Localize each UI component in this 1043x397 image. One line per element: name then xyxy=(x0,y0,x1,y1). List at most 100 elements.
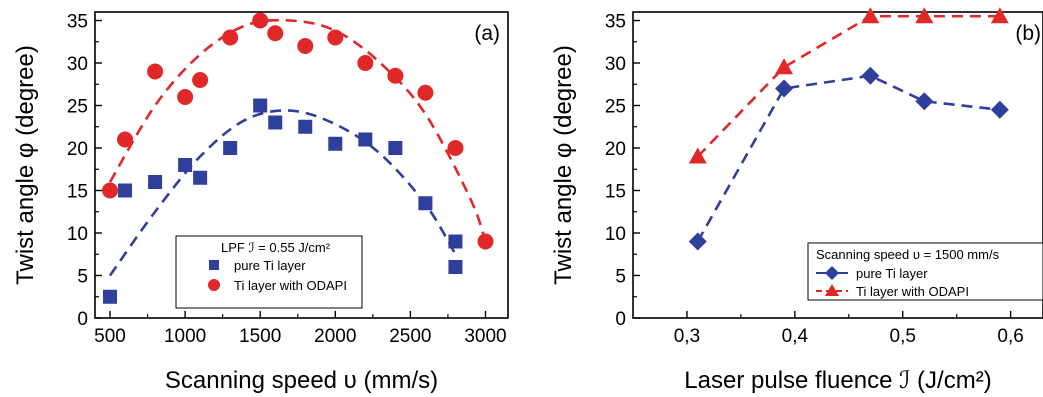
x-tick-label: 2000 xyxy=(314,326,356,347)
data-point-series-1 xyxy=(915,92,934,111)
data-point-series-2 xyxy=(688,147,707,164)
data-point-series-2 xyxy=(357,55,374,71)
data-point-series-1 xyxy=(388,141,403,155)
y-tick-label: 30 xyxy=(67,54,88,75)
panel-a-legend: LPF ℐ = 0.55 J/cm² pure Ti layer Ti layer… xyxy=(175,235,363,309)
data-point-series-1 xyxy=(118,183,133,198)
data-point-series-1 xyxy=(223,141,238,155)
panel-b-legend: Scanning speed υ = 1500 mm/s pure Ti lay… xyxy=(807,242,1043,301)
y-tick-label: 0 xyxy=(615,309,626,330)
panel-a-y-axis-title: Twist angle φ (degree) xyxy=(12,45,39,285)
y-tick-label: 10 xyxy=(605,224,626,245)
panel-a-points xyxy=(102,12,494,304)
y-tick-label: 5 xyxy=(77,267,88,288)
data-point-series-1 xyxy=(298,119,313,134)
series-line-1 xyxy=(696,74,1000,243)
y-tick-label: 20 xyxy=(605,139,626,160)
data-point-series-1 xyxy=(418,196,433,211)
data-point-series-1 xyxy=(688,232,707,251)
data-point-series-2 xyxy=(267,25,284,42)
data-point-series-2 xyxy=(297,38,314,54)
legend-marker-1 xyxy=(825,266,839,280)
panel-a-tag: (a) xyxy=(474,22,500,45)
data-point-series-2 xyxy=(222,29,239,46)
series-line-1 xyxy=(108,109,457,277)
data-point-series-2 xyxy=(177,89,194,105)
data-point-series-1 xyxy=(448,260,463,274)
data-point-series-1 xyxy=(861,66,880,85)
series-line-2 xyxy=(696,14,1000,158)
y-tick-label: 35 xyxy=(605,12,626,33)
x-tick-label: 0,4 xyxy=(782,326,809,347)
panel-b-legend-items: pure Ti layer Ti layer with ODAPI xyxy=(816,266,969,299)
panel-b-tag: (b) xyxy=(1015,22,1041,45)
panel-a-fit-curves xyxy=(108,18,487,277)
data-point-series-2 xyxy=(327,29,344,46)
panel-b-x-axis-title: Laser pulse fluence ℐ (J/cm²) xyxy=(684,367,991,394)
legend-label-2: Ti layer with ODAPI xyxy=(234,278,347,293)
data-point-series-2 xyxy=(192,72,209,88)
panel-a-legend-items: pure Ti layer Ti layer with ODAPI xyxy=(208,258,347,293)
data-point-series-2 xyxy=(477,233,494,250)
data-point-series-1 xyxy=(148,175,163,189)
legend-marker-2 xyxy=(208,279,220,291)
data-point-series-1 xyxy=(448,234,463,249)
x-tick-label: 0,5 xyxy=(890,326,916,347)
data-point-series-1 xyxy=(253,98,268,113)
panel-b-plot-frame xyxy=(632,11,1043,319)
y-tick-label: 30 xyxy=(605,54,626,75)
y-tick-label: 15 xyxy=(67,182,88,203)
x-tick-label: 500 xyxy=(94,326,126,347)
series-line-2 xyxy=(108,18,487,242)
x-tick-label: 2500 xyxy=(389,326,431,347)
y-tick-label: 0 xyxy=(77,309,88,330)
data-point-series-1 xyxy=(268,115,283,130)
panel-a-legend-title: LPF ℐ = 0.55 J/cm² xyxy=(221,240,331,255)
panel-a-x-axis-title: Scanning speed υ (mm/s) xyxy=(165,367,438,394)
legend-marker-2 xyxy=(825,284,839,296)
y-tick-label: 20 xyxy=(67,139,88,160)
y-tick-label: 25 xyxy=(605,97,626,118)
data-point-series-2 xyxy=(861,7,880,24)
panel-b-points xyxy=(688,7,1009,251)
data-point-series-1 xyxy=(775,79,794,98)
y-tick-label: 5 xyxy=(615,267,626,288)
panel-b-legend-title: Scanning speed υ = 1500 mm/s xyxy=(816,247,1000,262)
y-tick-label: 35 xyxy=(67,12,88,33)
panel-a-plot-frame xyxy=(94,11,509,319)
y-tick-label: 15 xyxy=(605,182,626,203)
panel-b-y-axis-title: Twist angle φ (degree) xyxy=(550,45,577,285)
panel-b-ticks: 0,3 0,4 0,5 0,6 0 5 10 15 20 25 30 35 xyxy=(605,12,1024,348)
data-point-series-2 xyxy=(117,131,134,148)
legend-label-2: Ti layer with ODAPI xyxy=(856,284,969,299)
x-tick-label: 1500 xyxy=(239,326,281,347)
y-tick-label: 10 xyxy=(67,224,88,245)
data-point-series-2 xyxy=(417,84,434,101)
legend-marker-1 xyxy=(209,260,219,270)
legend-label-1: pure Ti layer xyxy=(856,266,928,281)
x-tick-label: 1000 xyxy=(164,326,206,347)
data-point-series-2 xyxy=(147,63,164,80)
legend-label-1: pure Ti layer xyxy=(234,258,306,273)
data-point-series-1 xyxy=(358,132,373,147)
data-point-series-2 xyxy=(990,7,1009,24)
data-point-series-1 xyxy=(990,100,1009,119)
data-point-series-2 xyxy=(102,182,119,199)
data-point-series-2 xyxy=(775,58,794,75)
data-point-series-1 xyxy=(328,136,343,151)
panel-b: 0,3 0,4 0,5 0,6 0 5 10 15 20 25 30 35 (b) Laser pul… xyxy=(550,7,1043,394)
panel-a-legend-box xyxy=(175,235,363,309)
data-point-series-1 xyxy=(178,158,193,172)
panel-b-series-lines xyxy=(696,14,1000,243)
data-point-series-2 xyxy=(447,140,464,156)
panel-a-ticks: 500 1000 1500 2000 2500 3000 0 5 10 15 20 25 30 35 xyxy=(67,12,507,348)
x-tick-label: 3000 xyxy=(464,326,506,347)
x-tick-label: 0,6 xyxy=(997,326,1023,347)
data-point-series-2 xyxy=(387,67,404,84)
panel-a: 500 1000 1500 2000 2500 3000 0 5 10 15 20 25 30 35 (a… xyxy=(12,11,509,394)
data-point-series-2 xyxy=(252,12,269,29)
x-tick-label: 0,3 xyxy=(674,326,700,347)
data-point-series-1 xyxy=(193,170,208,185)
y-tick-label: 25 xyxy=(67,97,88,118)
